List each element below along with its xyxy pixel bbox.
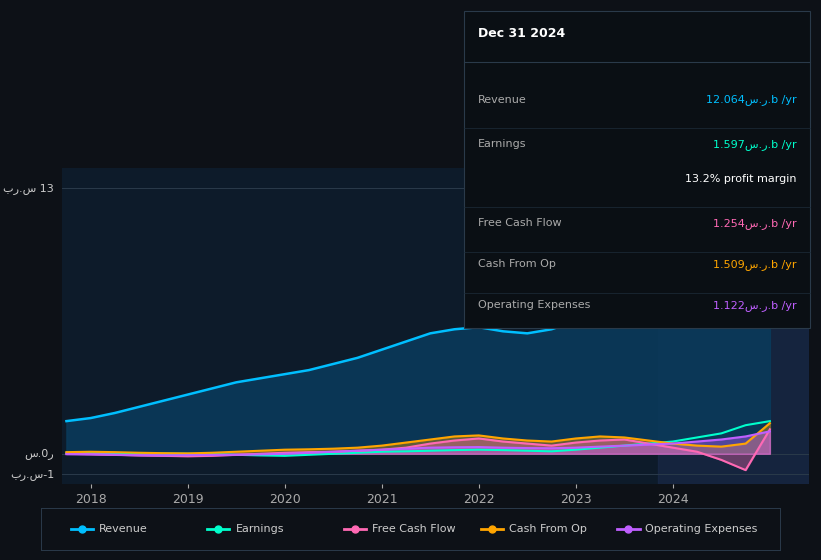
Text: Earnings: Earnings (236, 524, 284, 534)
Text: Free Cash Flow: Free Cash Flow (372, 524, 456, 534)
Text: Dec 31 2024: Dec 31 2024 (478, 27, 565, 40)
Text: Cash From Op: Cash From Op (478, 259, 556, 269)
Text: Operating Expenses: Operating Expenses (645, 524, 758, 534)
Bar (658, 168, 809, 484)
Text: Cash From Op: Cash From Op (509, 524, 587, 534)
Text: 13.2% profit margin: 13.2% profit margin (685, 174, 796, 184)
Text: Revenue: Revenue (99, 524, 148, 534)
Text: س.0ر: س.0ر (25, 449, 54, 459)
Text: 1.254س.ر.b /yr: 1.254س.ر.b /yr (713, 218, 796, 228)
Text: بر.س-1: بر.س-1 (10, 469, 54, 480)
Text: بر.س 13: بر.س 13 (3, 183, 54, 194)
Text: Revenue: Revenue (478, 95, 526, 105)
Text: 1.509س.ر.b /yr: 1.509س.ر.b /yr (713, 259, 796, 270)
Text: Operating Expenses: Operating Expenses (478, 301, 590, 310)
Text: 12.064س.ر.b /yr: 12.064س.ر.b /yr (706, 94, 796, 105)
Text: Earnings: Earnings (478, 139, 526, 149)
Text: 1.122س.ر.b /yr: 1.122س.ر.b /yr (713, 300, 796, 311)
Text: 1.597س.ر.b /yr: 1.597س.ر.b /yr (713, 138, 796, 150)
Text: Free Cash Flow: Free Cash Flow (478, 218, 562, 228)
